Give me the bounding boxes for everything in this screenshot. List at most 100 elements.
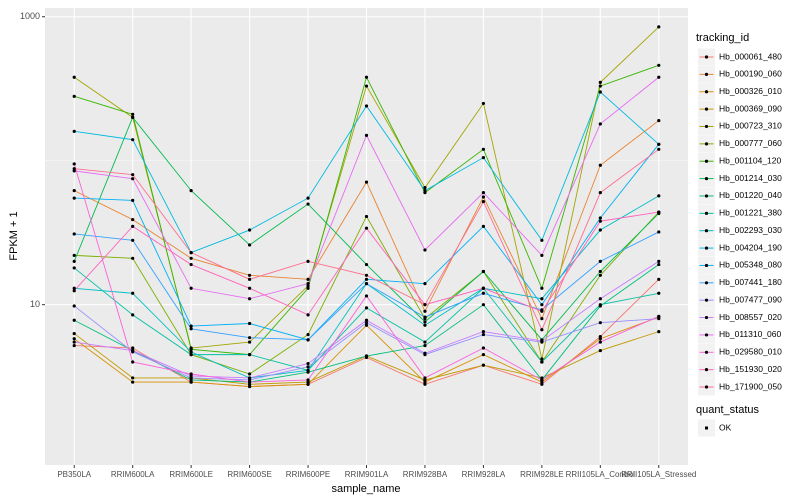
point: [306, 259, 310, 263]
point: [247, 376, 252, 380]
point: [306, 286, 310, 290]
legend-label: Hb_000190_060: [719, 69, 782, 79]
point: [540, 360, 544, 364]
point: [481, 332, 486, 337]
legend-point: [704, 229, 709, 233]
point: [481, 286, 486, 290]
point: [247, 273, 252, 277]
point: [598, 321, 602, 325]
point: [657, 25, 661, 29]
point: [306, 365, 310, 369]
point: [481, 101, 486, 106]
y-tick-label: 1000: [20, 11, 40, 21]
point: [131, 173, 135, 177]
point: [540, 378, 544, 382]
point: [247, 228, 252, 232]
legend-label: Hb_171900_050: [719, 381, 782, 391]
point: [131, 348, 135, 353]
point: [131, 238, 135, 242]
legend-point: [704, 350, 709, 354]
point: [481, 191, 486, 195]
point: [364, 294, 369, 298]
point: [189, 262, 193, 267]
point: [306, 361, 310, 366]
point: [364, 226, 369, 230]
point: [306, 284, 310, 288]
point: [189, 347, 193, 351]
point: [72, 75, 76, 79]
point: [540, 328, 544, 332]
legend-point: [704, 124, 709, 129]
point: [131, 360, 135, 364]
point: [657, 63, 661, 67]
point: [364, 318, 369, 322]
point: [540, 297, 544, 301]
point: [72, 259, 76, 263]
point: [657, 210, 661, 214]
x-tick-label: RRIM600LE: [169, 470, 213, 479]
shape-legend-label: OK: [719, 422, 732, 432]
point: [657, 142, 661, 146]
legend-point: [704, 263, 709, 268]
legend-label: Hb_151930_020: [719, 364, 782, 374]
point: [364, 75, 369, 79]
point: [481, 353, 486, 357]
point: [481, 346, 486, 350]
point: [189, 256, 193, 260]
legend-point: [704, 159, 709, 163]
point: [598, 228, 602, 232]
legend-label: Hb_000777_060: [719, 138, 782, 148]
legend-point: [704, 107, 709, 111]
point: [423, 382, 427, 386]
point: [72, 286, 76, 290]
point: [189, 324, 193, 328]
legend-point: [704, 72, 709, 76]
point: [131, 313, 135, 317]
point: [540, 303, 544, 307]
point: [657, 230, 661, 234]
point: [657, 330, 661, 334]
point: [423, 376, 427, 380]
shape-legend-symbol: [705, 426, 708, 430]
point: [247, 243, 252, 247]
point: [306, 368, 310, 372]
legend-point: [704, 333, 709, 337]
point: [423, 315, 427, 319]
point: [131, 346, 135, 350]
point: [423, 323, 427, 327]
point: [540, 357, 544, 361]
point: [540, 238, 544, 242]
point: [306, 313, 310, 317]
point: [189, 353, 193, 357]
point: [306, 196, 310, 200]
point: [364, 321, 369, 325]
point: [364, 104, 369, 108]
point: [423, 303, 427, 307]
point: [657, 291, 661, 295]
point: [306, 277, 310, 281]
point: [247, 297, 252, 301]
legend-label: Hb_000326_010: [719, 86, 782, 96]
point: [423, 343, 427, 348]
point: [306, 338, 310, 342]
point: [598, 163, 602, 167]
point: [423, 340, 427, 344]
point: [364, 354, 369, 358]
point: [657, 262, 661, 267]
legend-label: Hb_000723_310: [719, 121, 782, 131]
point: [598, 84, 602, 88]
point: [423, 248, 427, 252]
point: [423, 186, 427, 190]
point: [598, 216, 602, 220]
point: [598, 337, 602, 341]
point: [306, 282, 310, 286]
point: [72, 253, 76, 257]
point: [598, 340, 602, 344]
point: [364, 180, 369, 184]
point: [657, 118, 661, 123]
point: [598, 122, 602, 126]
point: [481, 147, 486, 151]
point: [481, 291, 486, 295]
legend-label: Hb_005348_080: [719, 260, 782, 270]
legend-point: [704, 142, 709, 146]
